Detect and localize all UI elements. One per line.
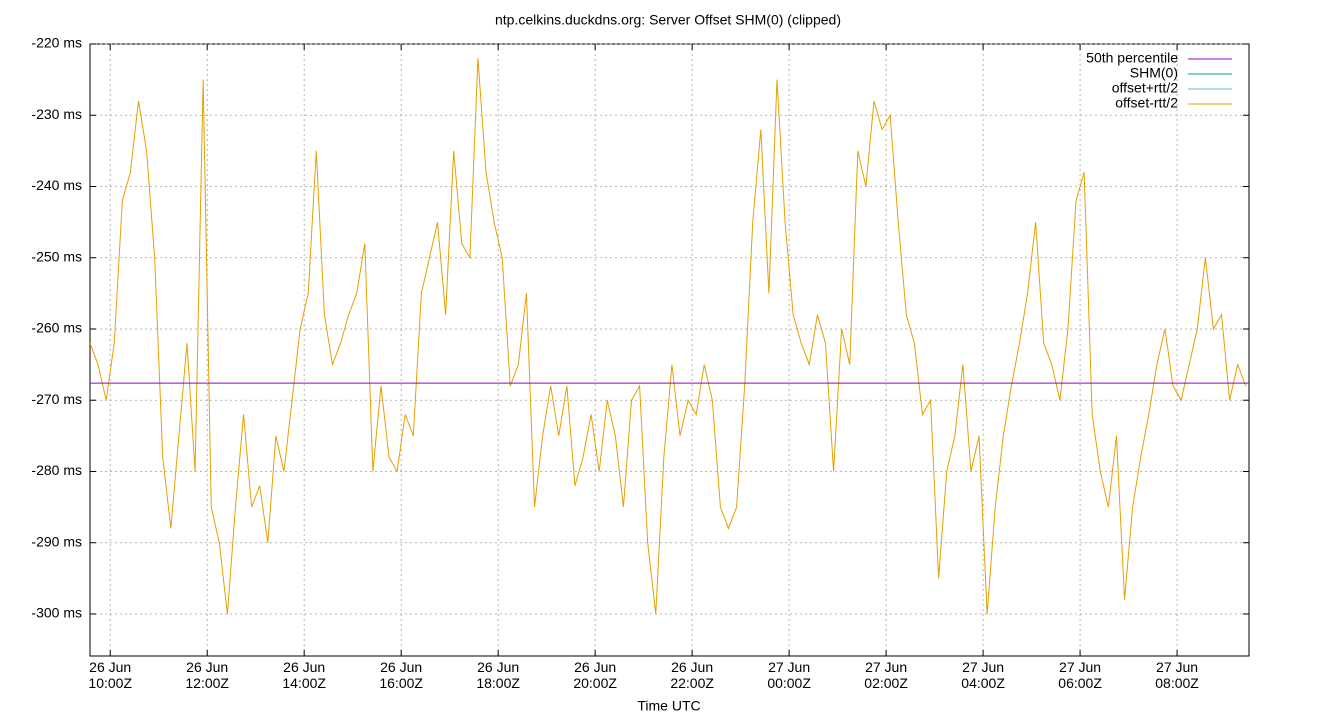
y-tick-label: -220 ms <box>31 35 82 51</box>
x-tick-label: 27 Jun 00:00Z <box>767 659 811 691</box>
legend-label: SHM(0) <box>1130 65 1178 81</box>
legend-label: offset-rtt/2 <box>1115 95 1178 111</box>
x-tick-label: 26 Jun 18:00Z <box>476 659 520 691</box>
chart-title: ntp.celkins.duckdns.org: Server Offset S… <box>495 12 841 28</box>
plot-frame <box>89 43 1250 657</box>
x-tick-label: 26 Jun 20:00Z <box>573 659 617 691</box>
x-tick-label: 26 Jun 16:00Z <box>379 659 423 691</box>
y-tick-label: -290 ms <box>31 533 82 549</box>
y-tick-label: -280 ms <box>31 462 82 478</box>
x-axis-label: Time UTC <box>637 698 700 714</box>
y-tick-label: -270 ms <box>31 391 82 407</box>
y-tick-label: -260 ms <box>31 320 82 336</box>
data-line <box>90 58 1247 615</box>
y-tick-label: -300 ms <box>31 605 82 621</box>
x-tick-label: 26 Jun 10:00Z <box>88 659 132 691</box>
x-tick-label: 27 Jun 02:00Z <box>864 659 908 691</box>
legend-label: 50th percentile <box>1086 50 1178 66</box>
legend-label: offset+rtt/2 <box>1112 80 1178 96</box>
x-tick-label: 26 Jun 22:00Z <box>670 659 714 691</box>
x-tick-label: 26 Jun 12:00Z <box>185 659 229 691</box>
x-tick-label: 27 Jun 08:00Z <box>1155 659 1199 691</box>
x-tick-label: 26 Jun 14:00Z <box>282 659 326 691</box>
x-tick-label: 27 Jun 04:00Z <box>961 659 1005 691</box>
y-tick-label: -230 ms <box>31 106 82 122</box>
y-tick-label: -240 ms <box>31 177 82 193</box>
x-tick-label: 27 Jun 06:00Z <box>1058 659 1102 691</box>
y-tick-label: -250 ms <box>31 248 82 264</box>
